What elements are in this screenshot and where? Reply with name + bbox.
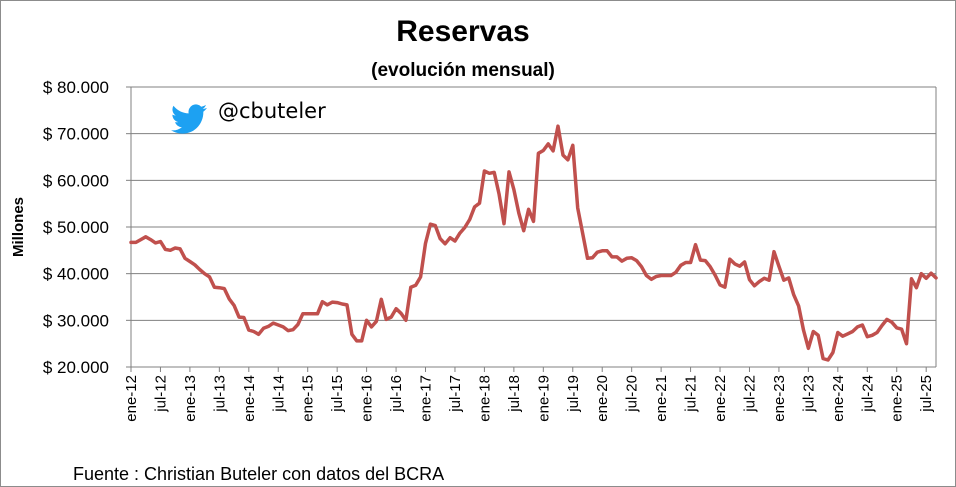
x-tick-label: ene-24 — [830, 375, 847, 422]
x-tick-label: ene-12 — [123, 375, 140, 422]
x-axis-ticks: ene-12 jul-12 ene-13 jul-13 ene-14 jul-14 ene-… — [123, 367, 935, 422]
x-tick-label: ene-21 — [653, 375, 670, 422]
chart-title: Reservas — [396, 15, 529, 48]
y-tick-label: $ 80.000 — [43, 78, 109, 97]
x-tick-label: ene-19 — [535, 375, 552, 422]
x-tick-label: jul-17 — [447, 375, 464, 413]
x-tick-label: jul-22 — [741, 375, 758, 413]
y-tick-label: $ 30.000 — [43, 311, 109, 330]
x-tick-label: jul-20 — [624, 375, 641, 413]
x-tick-label: ene-16 — [359, 375, 376, 422]
y-axis-ticks: $ 20.000 $ 30.000 $ 40.000 $ 50.000 $ 60.000… — [43, 78, 131, 377]
y-tick-label: $ 70.000 — [43, 125, 109, 144]
x-tick-label: jul-23 — [800, 375, 817, 413]
series-layer — [129, 124, 938, 362]
x-tick-label: jul-18 — [506, 375, 523, 413]
x-tick-label: jul-13 — [211, 375, 228, 413]
x-tick-label: ene-13 — [182, 375, 199, 422]
y-tick-label: $ 60.000 — [43, 171, 109, 190]
y-axis-label: Millones — [10, 197, 27, 257]
source-note: Fuente : Christian Buteler con datos del… — [73, 464, 444, 484]
y-tick-label: $ 50.000 — [43, 218, 109, 237]
x-tick-label: jul-12 — [152, 375, 169, 413]
y-tick-label: $ 40.000 — [43, 265, 109, 284]
x-tick-label: ene-17 — [418, 375, 435, 422]
x-tick-label: ene-18 — [476, 375, 493, 422]
x-tick-label: jul-25 — [918, 375, 935, 413]
x-tick-label: jul-14 — [270, 375, 287, 413]
x-tick-label: jul-19 — [565, 375, 582, 413]
x-tick-label: ene-25 — [889, 375, 906, 422]
y-tick-label: $ 20.000 — [43, 358, 109, 377]
twitter-bird-icon — [171, 104, 207, 134]
x-tick-label: ene-15 — [300, 375, 317, 422]
x-tick-label: jul-21 — [683, 375, 700, 413]
twitter-handle-text: @cbuteler — [218, 99, 326, 123]
x-tick-label: ene-23 — [771, 375, 788, 422]
x-tick-label: jul-16 — [388, 375, 405, 413]
x-tick-label: ene-20 — [594, 375, 611, 422]
x-tick-label: jul-15 — [329, 375, 346, 413]
x-tick-label: ene-14 — [241, 375, 258, 422]
series-line-reservas — [129, 124, 938, 362]
x-tick-label: jul-24 — [859, 375, 876, 413]
grid — [130, 86, 937, 368]
x-tick-label: ene-22 — [712, 375, 729, 422]
twitter-handle-annotation: @cbuteler — [171, 99, 326, 134]
chart-subtitle: (evolución mensual) — [371, 60, 555, 81]
